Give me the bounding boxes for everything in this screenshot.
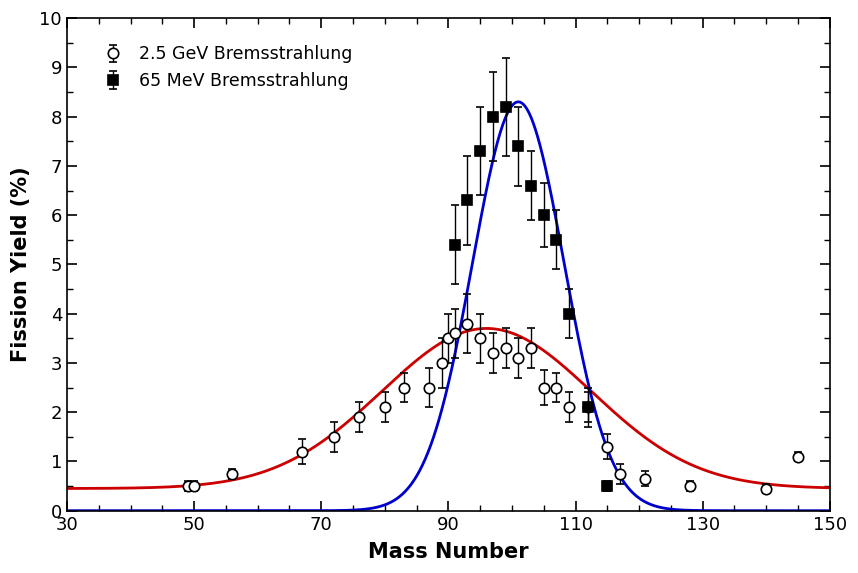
Y-axis label: Fission Yield (%): Fission Yield (%) bbox=[11, 167, 31, 362]
Legend: 2.5 GeV Bremsstrahlung, 65 MeV Bremsstrahlung: 2.5 GeV Bremsstrahlung, 65 MeV Bremsstra… bbox=[91, 37, 361, 99]
X-axis label: Mass Number: Mass Number bbox=[368, 542, 529, 562]
